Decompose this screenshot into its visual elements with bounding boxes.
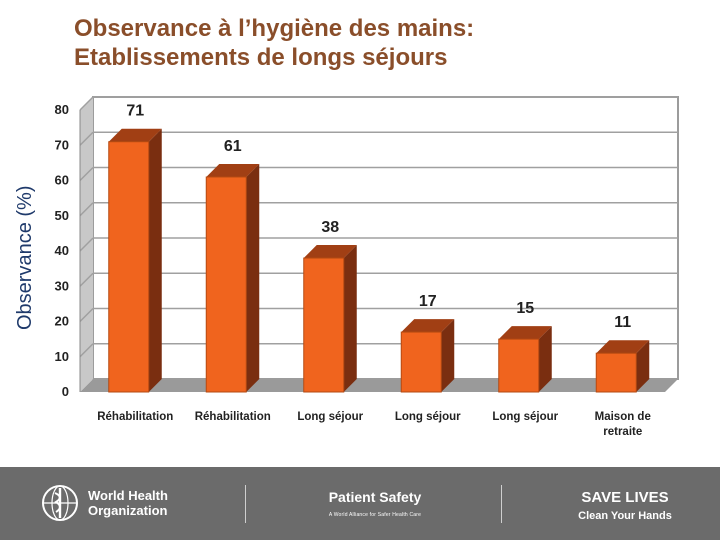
bar-side	[538, 326, 552, 392]
gridline-diagonal	[79, 237, 94, 252]
who-name-line-1: World Health	[88, 488, 168, 503]
who-logo: World Health Organization	[40, 483, 168, 523]
footer-divider-right	[501, 485, 502, 523]
data-label: 11	[614, 314, 631, 331]
bar-5	[498, 326, 552, 393]
bar-front	[205, 176, 247, 393]
y-tick-label: 30	[55, 278, 69, 293]
y-tick-label: 70	[55, 137, 69, 152]
data-label: 15	[516, 300, 534, 317]
bar-6	[595, 340, 650, 393]
bar-front	[498, 338, 540, 393]
bar-side	[343, 245, 357, 392]
x-tick-label: Long séjour	[297, 411, 363, 423]
bar-top	[401, 319, 455, 333]
bar-3	[303, 245, 357, 393]
x-tick-label: Réhabilitation	[195, 411, 271, 423]
save-lives-logo: SAVE LIVES Clean Your Hands	[540, 489, 710, 522]
y-tick-label: 10	[55, 349, 69, 364]
x-tick-label: retraite	[603, 426, 642, 438]
bar-front	[400, 331, 442, 393]
gridline-diagonal	[79, 131, 94, 146]
title-line-2: Etablissements de longs séjours	[74, 44, 448, 71]
y-tick-label: 60	[55, 173, 69, 188]
x-tick-label: Maison de	[595, 411, 651, 423]
save-lives-title: SAVE LIVES	[581, 489, 669, 506]
bar-top	[206, 163, 260, 177]
gridline-diagonal	[79, 166, 94, 182]
bar-top	[596, 340, 650, 354]
x-tick-label: Réhabilitation	[97, 411, 173, 423]
bar-front	[108, 141, 150, 393]
y-tick-label: 50	[55, 208, 69, 223]
x-tick-label: Long séjour	[492, 411, 558, 423]
patient-safety-logo: Patient Safety A World Alliance for Safe…	[250, 489, 500, 518]
bar-front	[595, 352, 637, 393]
data-label: 61	[224, 138, 242, 155]
data-label: 71	[126, 103, 144, 120]
y-tick-label: 20	[55, 314, 69, 329]
patient-safety-title: Patient Safety	[328, 489, 422, 505]
x-tick-label: Long séjour	[395, 411, 461, 423]
bar-top	[303, 245, 357, 259]
bar-front	[303, 257, 345, 393]
gridline-diagonal	[79, 272, 94, 287]
who-name-line-2: Organization	[88, 503, 168, 518]
gridline-diagonal	[79, 307, 94, 323]
bar-2	[205, 163, 260, 393]
bar-side	[441, 319, 455, 392]
patient-safety-tagline: A World Alliance for Safer Health Care	[328, 512, 422, 518]
bar-top	[498, 326, 552, 340]
bar-4	[400, 319, 455, 393]
bar-chart: 0 10 20 30 40 50 60 70 80 71 Réhabilitation 61 Réhab…	[55, 96, 679, 438]
bar-side	[246, 163, 260, 392]
footer-banner: World Health Organization Patient Safety…	[0, 467, 720, 540]
chart-floor	[80, 379, 678, 392]
y-tick-label: 80	[55, 102, 69, 117]
bar-top	[108, 128, 162, 142]
gridline-diagonal	[79, 343, 94, 358]
who-emblem-icon	[42, 485, 78, 521]
gridline-diagonal	[79, 202, 94, 217]
bar-side	[148, 128, 162, 392]
gridline-diagonal	[79, 96, 94, 111]
data-label: 38	[321, 219, 339, 236]
title-line-1: Observance à l’hygiène des mains:	[74, 15, 475, 42]
footer-divider-left	[245, 485, 246, 523]
save-lives-subtitle: Clean Your Hands	[578, 510, 672, 522]
bar-1	[108, 128, 162, 393]
y-tick-label: 0	[62, 384, 69, 399]
data-label: 17	[419, 293, 437, 310]
chart-title: Observance à l’hygiène des mains: Etabli…	[74, 14, 674, 72]
y-tick-label: 40	[55, 243, 69, 258]
bar-side	[636, 340, 650, 392]
